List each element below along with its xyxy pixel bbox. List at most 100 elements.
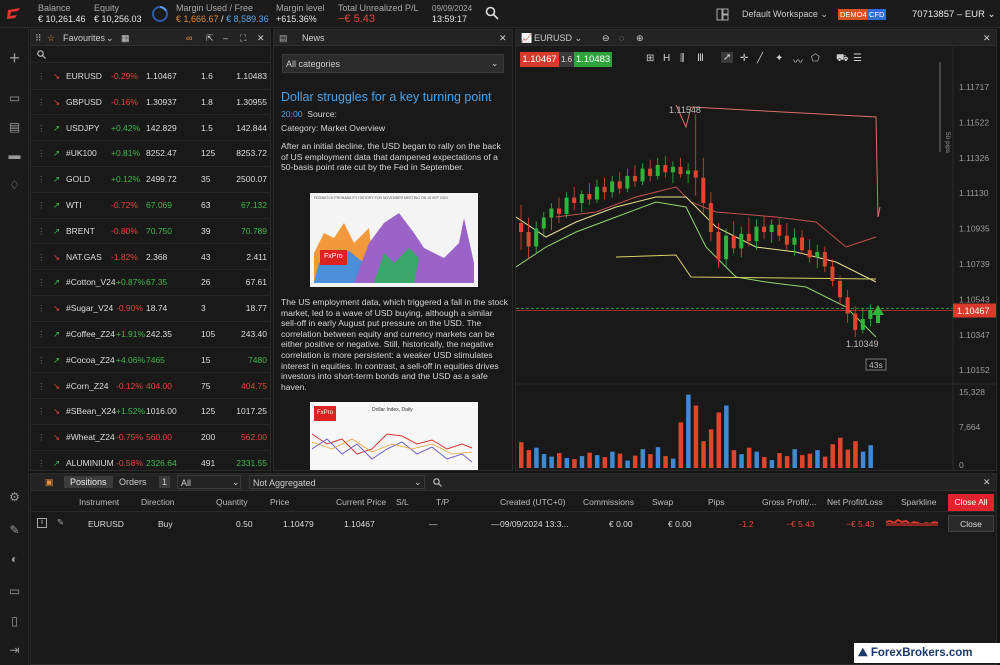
drag-handle-icon[interactable]: ⋮ <box>37 354 46 365</box>
theme-icon[interactable]: ◐ <box>10 552 19 566</box>
minimize-icon[interactable]: – <box>223 33 229 43</box>
exit-icon[interactable]: ⇥ <box>9 643 20 657</box>
chevron-down-icon[interactable]: ⌄ <box>106 33 114 43</box>
watchlist-title[interactable]: Favourites <box>63 33 106 43</box>
drag-handle-icon[interactable]: ⋮ <box>37 406 46 417</box>
column-header[interactable]: Direction <box>141 497 175 507</box>
cursor-icon[interactable]: ➚ <box>721 52 734 63</box>
link-icon[interactable]: ∞ <box>186 33 193 43</box>
bid-price[interactable]: 560.00 <box>146 432 172 443</box>
tab-orders[interactable]: Orders <box>119 477 147 487</box>
column-header[interactable]: T/P <box>436 497 450 507</box>
chart-symbol-tab[interactable]: EURUSD ⌄ <box>534 33 583 43</box>
bid-price[interactable]: 242.35 <box>146 329 172 339</box>
watchlist-row-gbpusd[interactable]: ⋮ ↘ GBPUSD -0.16% 1.30937 1.8 1.30955 <box>31 90 271 116</box>
polyline-icon[interactable]: 〰 <box>793 57 803 68</box>
ask-price[interactable]: 67.132 <box>241 200 267 210</box>
search-icon[interactable] <box>485 6 499 20</box>
watchlist-row-cornz24[interactable]: ⋮ ↘ #Corn_Z24 -0.12% 404.00 75 404.75 <box>31 374 271 400</box>
watchlist-row-brent[interactable]: ⋮ ↗ BRENT -0.80% 70.750 39 70.789 <box>31 219 271 245</box>
column-header[interactable]: Commissions <box>583 497 635 507</box>
grid-view-icon[interactable]: ▦ <box>121 33 130 43</box>
category-select[interactable]: All categories ⌄ <box>282 54 504 73</box>
shapes-icon[interactable]: ⬠ <box>811 53 820 64</box>
bid-price[interactable]: 404.00 <box>146 380 172 391</box>
ask-price[interactable]: 142.844 <box>236 122 267 133</box>
bid-price[interactable]: 1.10467 <box>146 71 177 81</box>
column-header[interactable]: Pips <box>708 497 725 507</box>
price-chart[interactable]: 1.11548 1.10349 43s 1.11717 1.11522 1.11326 1.… <box>516 47 996 470</box>
ask-price[interactable]: 18.77 <box>245 303 267 314</box>
crosshair-icon[interactable]: ✛ <box>740 53 749 64</box>
close-icon[interactable]: ✕ <box>257 33 265 43</box>
watchlist-row-natgas[interactable]: ⋮ ↘ NAT.GAS -1.82% 2.368 43 2.411 <box>31 245 271 271</box>
ask-price[interactable]: 562.00 <box>241 432 267 443</box>
bid-price[interactable]: 7465 <box>146 354 165 365</box>
close-icon[interactable]: ✕ <box>983 477 991 487</box>
ask-price[interactable]: 1.10483 <box>236 71 267 81</box>
watchlist-row-cocoaz24[interactable]: ⋮ ↗ #Cocoa_Z24 +4.06% 7465 15 7480 <box>31 348 271 374</box>
expand-icon[interactable]: i <box>37 518 47 528</box>
close-all-button[interactable]: Close All <box>948 494 994 511</box>
watchlist-row-sbeanx24[interactable]: ⋮ ↘ #SBean_X24 +1.52% 1016.00 125 1017.25 <box>31 399 271 426</box>
ask-price[interactable]: 1017.25 <box>236 406 267 417</box>
filter-select[interactable]: All ⌄ <box>177 475 241 489</box>
account-select[interactable]: 70713857 – EUR ⌄ <box>912 9 996 20</box>
bid-price[interactable]: 8252.47 <box>146 148 177 159</box>
bid-price[interactable]: 2326.64 <box>146 458 177 468</box>
bid-price[interactable]: 142.829 <box>146 122 177 133</box>
bid-price[interactable]: 67.069 <box>146 200 172 210</box>
column-header[interactable]: Quantity <box>216 497 248 507</box>
ask-price[interactable]: 2.411 <box>246 251 267 262</box>
tools-icon[interactable]: ✎ <box>9 523 20 537</box>
list-icon[interactable]: ☰ <box>853 53 862 64</box>
drag-handle-icon[interactable]: ⋮ <box>37 71 46 81</box>
bid-price[interactable]: 1016.00 <box>146 406 177 417</box>
edit-icon[interactable]: ✎ <box>57 517 65 527</box>
drag-handle-icon[interactable]: ⋮ <box>37 96 46 107</box>
bid-price[interactable]: 70.750 <box>146 225 172 236</box>
watchlist-row-wheatz24[interactable]: ⋮ ↘ #Wheat_Z24 -0.75% 560.00 200 562.00 <box>31 425 271 451</box>
drag-handle-icon[interactable]: ⋮ <box>37 432 46 443</box>
aggregation-select[interactable]: Not Aggregated ⌄ <box>249 475 425 489</box>
drag-handle-icon[interactable]: ⋮ <box>37 303 46 314</box>
drag-handle-icon[interactable]: ⋮ <box>37 277 46 288</box>
watchlist-search[interactable] <box>31 47 270 63</box>
bid-price[interactable]: 2.368 <box>146 251 168 262</box>
drag-handle-icon[interactable]: ⋮ <box>37 329 46 339</box>
column-header[interactable]: Current Price <box>336 497 387 507</box>
tab-positions[interactable]: Positions <box>64 476 113 488</box>
ask-price[interactable]: 70.789 <box>241 225 267 236</box>
watchlist-row-gold[interactable]: ⋮ ↗ GOLD +0.12% 2499.72 35 2500.07 <box>31 167 271 193</box>
add-icon[interactable]: + <box>9 48 20 68</box>
news-headline[interactable]: Dollar struggles for a key turning point <box>281 90 492 104</box>
column-header[interactable]: Gross Profit/... <box>762 497 817 507</box>
watchlist-row-wti[interactable]: ⋮ ↗ WTI -0.72% 67.069 63 67.132 <box>31 193 271 219</box>
bid-price[interactable]: 2499.72 <box>146 174 177 185</box>
gear-icon[interactable]: ⚙ <box>9 490 20 504</box>
ask-price[interactable]: 8253.72 <box>236 148 267 159</box>
workspace-icon[interactable] <box>716 8 729 21</box>
column-header[interactable]: Price <box>270 497 290 507</box>
watchlist-row-eurusd[interactable]: ⋮ ↘ EURUSD -0.29% 1.10467 1.6 1.10483 <box>31 64 271 90</box>
buy-button[interactable]: 1.10483 <box>574 52 612 67</box>
column-header[interactable]: Instrument <box>79 497 120 507</box>
ask-price[interactable]: 67.61 <box>245 277 267 288</box>
watchlist-row-sugarv24[interactable]: ⋮ ↘ #Sugar_V24 -0.90% 18.74 3 18.77 <box>31 296 271 322</box>
popout-icon[interactable]: ⇱ <box>206 33 214 43</box>
bid-price[interactable]: 67.35 <box>146 277 168 288</box>
bell-icon[interactable]: ♢ <box>9 178 20 192</box>
close-position-button[interactable]: Close <box>948 515 994 532</box>
candle-type-icon[interactable]: Ⅲ <box>697 53 704 64</box>
close-icon[interactable]: ✕ <box>983 33 991 43</box>
ask-price[interactable]: 2331.55 <box>236 458 267 468</box>
sell-button[interactable]: 1.10467 <box>520 52 559 67</box>
column-header[interactable]: Net Profit/Loss <box>827 497 883 507</box>
ask-price[interactable]: 243.40 <box>241 329 267 339</box>
table-row[interactable]: i ✎ Close EURUSD Buy 0.50 1.10479 1.10467— —0… <box>31 513 996 535</box>
crosshair-toggle-icon[interactable]: ◌ <box>619 33 625 43</box>
column-header[interactable]: Created (UTC+0) <box>500 497 566 507</box>
ask-price[interactable]: 2500.07 <box>236 174 267 185</box>
ask-price[interactable]: 1.30955 <box>236 96 267 107</box>
watchlist-row-usdjpy[interactable]: ⋮ ↗ USDJPY +0.42% 142.829 1.5 142.844 <box>31 116 271 142</box>
